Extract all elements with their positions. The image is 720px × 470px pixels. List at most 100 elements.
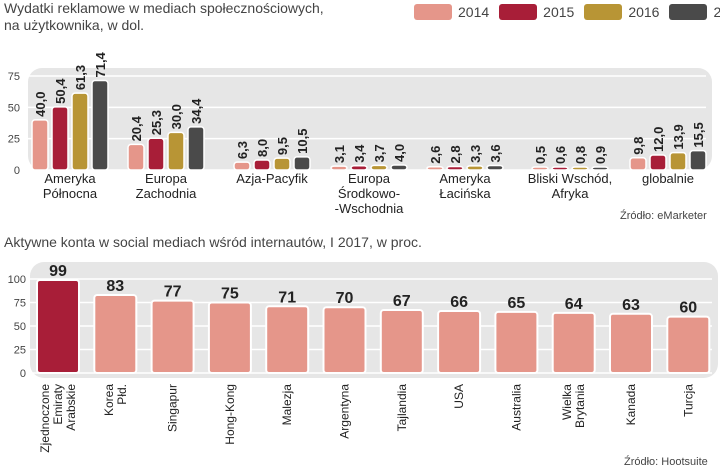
chart1-category-label: Północna: [43, 186, 98, 201]
chart2-bar-9: [551, 311, 596, 374]
bar-2017-2: [293, 156, 311, 171]
bar-value-label: 0,5: [533, 146, 548, 164]
chart1-title: Wydatki reklamowe w mediach społeczności…: [4, 0, 334, 34]
chart1-category-label: Europa: [145, 171, 188, 186]
chart1-category-label: Środkowo-: [338, 186, 400, 201]
legend-item-2016: 2016: [584, 4, 659, 20]
bar-value-label: 25,3: [149, 110, 164, 135]
chart2-category-label: Wielka: [560, 384, 574, 420]
chart1-category-label: Europa: [348, 171, 391, 186]
chart2-value-label: 63: [622, 297, 640, 314]
chart1-ytick-label: 75: [8, 71, 20, 83]
chart2-value-label: 75: [221, 286, 239, 303]
bar-2016-4: [466, 165, 484, 171]
chart2-source: Źródło: Hootsuite: [624, 456, 708, 468]
bar-value-label: 20,4: [129, 115, 144, 141]
chart2-value-label: 83: [106, 278, 124, 295]
chart1-title-line1: Wydatki reklamowe w mediach społeczności…: [4, 0, 324, 16]
legend-label-2016: 2016: [628, 4, 660, 20]
legend-swatch-2015: [499, 4, 538, 20]
bar-2016-1: [167, 131, 185, 171]
chart1-category-label: globalnie: [642, 171, 694, 186]
chart1-source: Źródło: eMarketer: [620, 210, 707, 222]
chart2-category-label: Brytania: [573, 384, 587, 428]
bar-value-label: 40,0: [33, 92, 48, 117]
bar-2014-5: [531, 166, 549, 171]
chart2-category-label: Australia: [509, 384, 523, 431]
bar-2017-1: [187, 126, 205, 171]
bar-2017-6: [689, 149, 707, 171]
chart1-category-label: Afryka: [552, 186, 590, 201]
bar-value-label: 3,4: [352, 144, 367, 163]
chart1-category-label: Łacińska: [439, 186, 491, 201]
bar-2016-3: [370, 164, 388, 171]
bar-value-label: 2,6: [428, 146, 443, 164]
bar-2014-0: [31, 119, 49, 171]
bar-value-label: 2,8: [448, 145, 463, 163]
chart1-category-label: Bliski Wschód,: [528, 171, 613, 186]
chart2-category-label: Emiraty: [51, 384, 65, 425]
chart2-value-label: 66: [450, 294, 468, 311]
chart2-value-label: 77: [164, 284, 182, 301]
legend-label-2014: 2014: [458, 4, 490, 20]
bar-value-label: 3,1: [332, 145, 347, 163]
chart2-category-label: Malezja: [280, 384, 294, 426]
legend-label-2015: 2015: [543, 4, 575, 20]
bar-value-label: 61,3: [73, 65, 88, 90]
legend-label-2017: 2017: [713, 4, 720, 20]
chart1-title-line2: na użytkownika, w dol.: [4, 17, 145, 33]
bar-2015-5: [551, 166, 569, 171]
chart2-value-label: 70: [336, 290, 354, 307]
chart1-ytick-label: 0: [14, 165, 20, 177]
chart2-category-label: Płd.: [115, 384, 129, 405]
bar-2017-4: [486, 164, 504, 171]
bar-value-label: 3,7: [372, 144, 387, 162]
chart2-bar-3: [207, 301, 252, 374]
chart2-ytick-label: 100: [8, 274, 26, 286]
bar-value-label: 6,3: [235, 141, 250, 159]
chart1-ytick-label: 25: [8, 134, 20, 146]
legend-item-2014: 2014: [414, 4, 489, 20]
bar-value-label: 15,5: [691, 122, 706, 147]
legend-swatch-2017: [669, 4, 708, 20]
chart2-bar-6: [379, 309, 424, 374]
bar-2014-1: [127, 143, 145, 171]
chart2-value-label: 65: [508, 295, 526, 312]
chart2-category-label: Turcja: [681, 384, 695, 417]
chart1-category-label: Zachodnia: [136, 186, 197, 201]
bar-2014-6: [629, 156, 647, 171]
chart2-ytick-label: 50: [14, 321, 26, 333]
chart1-category-label: Azja-Pacyfik: [236, 171, 308, 186]
chart2-category-label: Singapur: [166, 384, 180, 432]
bar-value-label: 10,5: [295, 129, 310, 154]
bar-value-label: 50,4: [53, 78, 68, 104]
chart2-category-label: Argentyna: [338, 384, 352, 439]
chart2-category-label: Arabskie: [64, 384, 78, 431]
bar-2015-3: [350, 164, 368, 171]
chart2-value-label: 60: [679, 300, 697, 317]
bar-2014-3: [330, 165, 348, 171]
bar-value-label: 9,8: [631, 137, 646, 155]
chart2-bar-0: [36, 278, 80, 374]
bar-value-label: 0,8: [573, 146, 588, 164]
chart2-bar-4: [265, 305, 310, 375]
chart2-ytick-label: 0: [20, 368, 26, 380]
bar-2015-6: [649, 154, 667, 171]
chart2-category-label: Kanada: [624, 384, 638, 426]
bar-2014-4: [426, 165, 444, 171]
chart1-legend: 2014 2015 2016 2017: [414, 4, 720, 20]
bar-value-label: 12,0: [651, 127, 666, 152]
chart2-bar-1: [93, 293, 138, 375]
bar-2016-2: [273, 157, 291, 171]
chart2-value-label: 67: [393, 293, 411, 310]
chart2-bar-8: [494, 310, 539, 374]
bar-value-label: 9,5: [275, 137, 290, 155]
chart2-bar-11: [666, 315, 711, 375]
chart2-category-label: Tajlandia: [395, 384, 409, 432]
bar-value-label: 8,0: [255, 139, 270, 157]
chart2-category-label: Korea: [102, 384, 116, 416]
chart1-ytick-label: 50: [8, 102, 20, 114]
chart2-bar-2: [150, 299, 195, 374]
bar-2016-5: [571, 166, 589, 171]
